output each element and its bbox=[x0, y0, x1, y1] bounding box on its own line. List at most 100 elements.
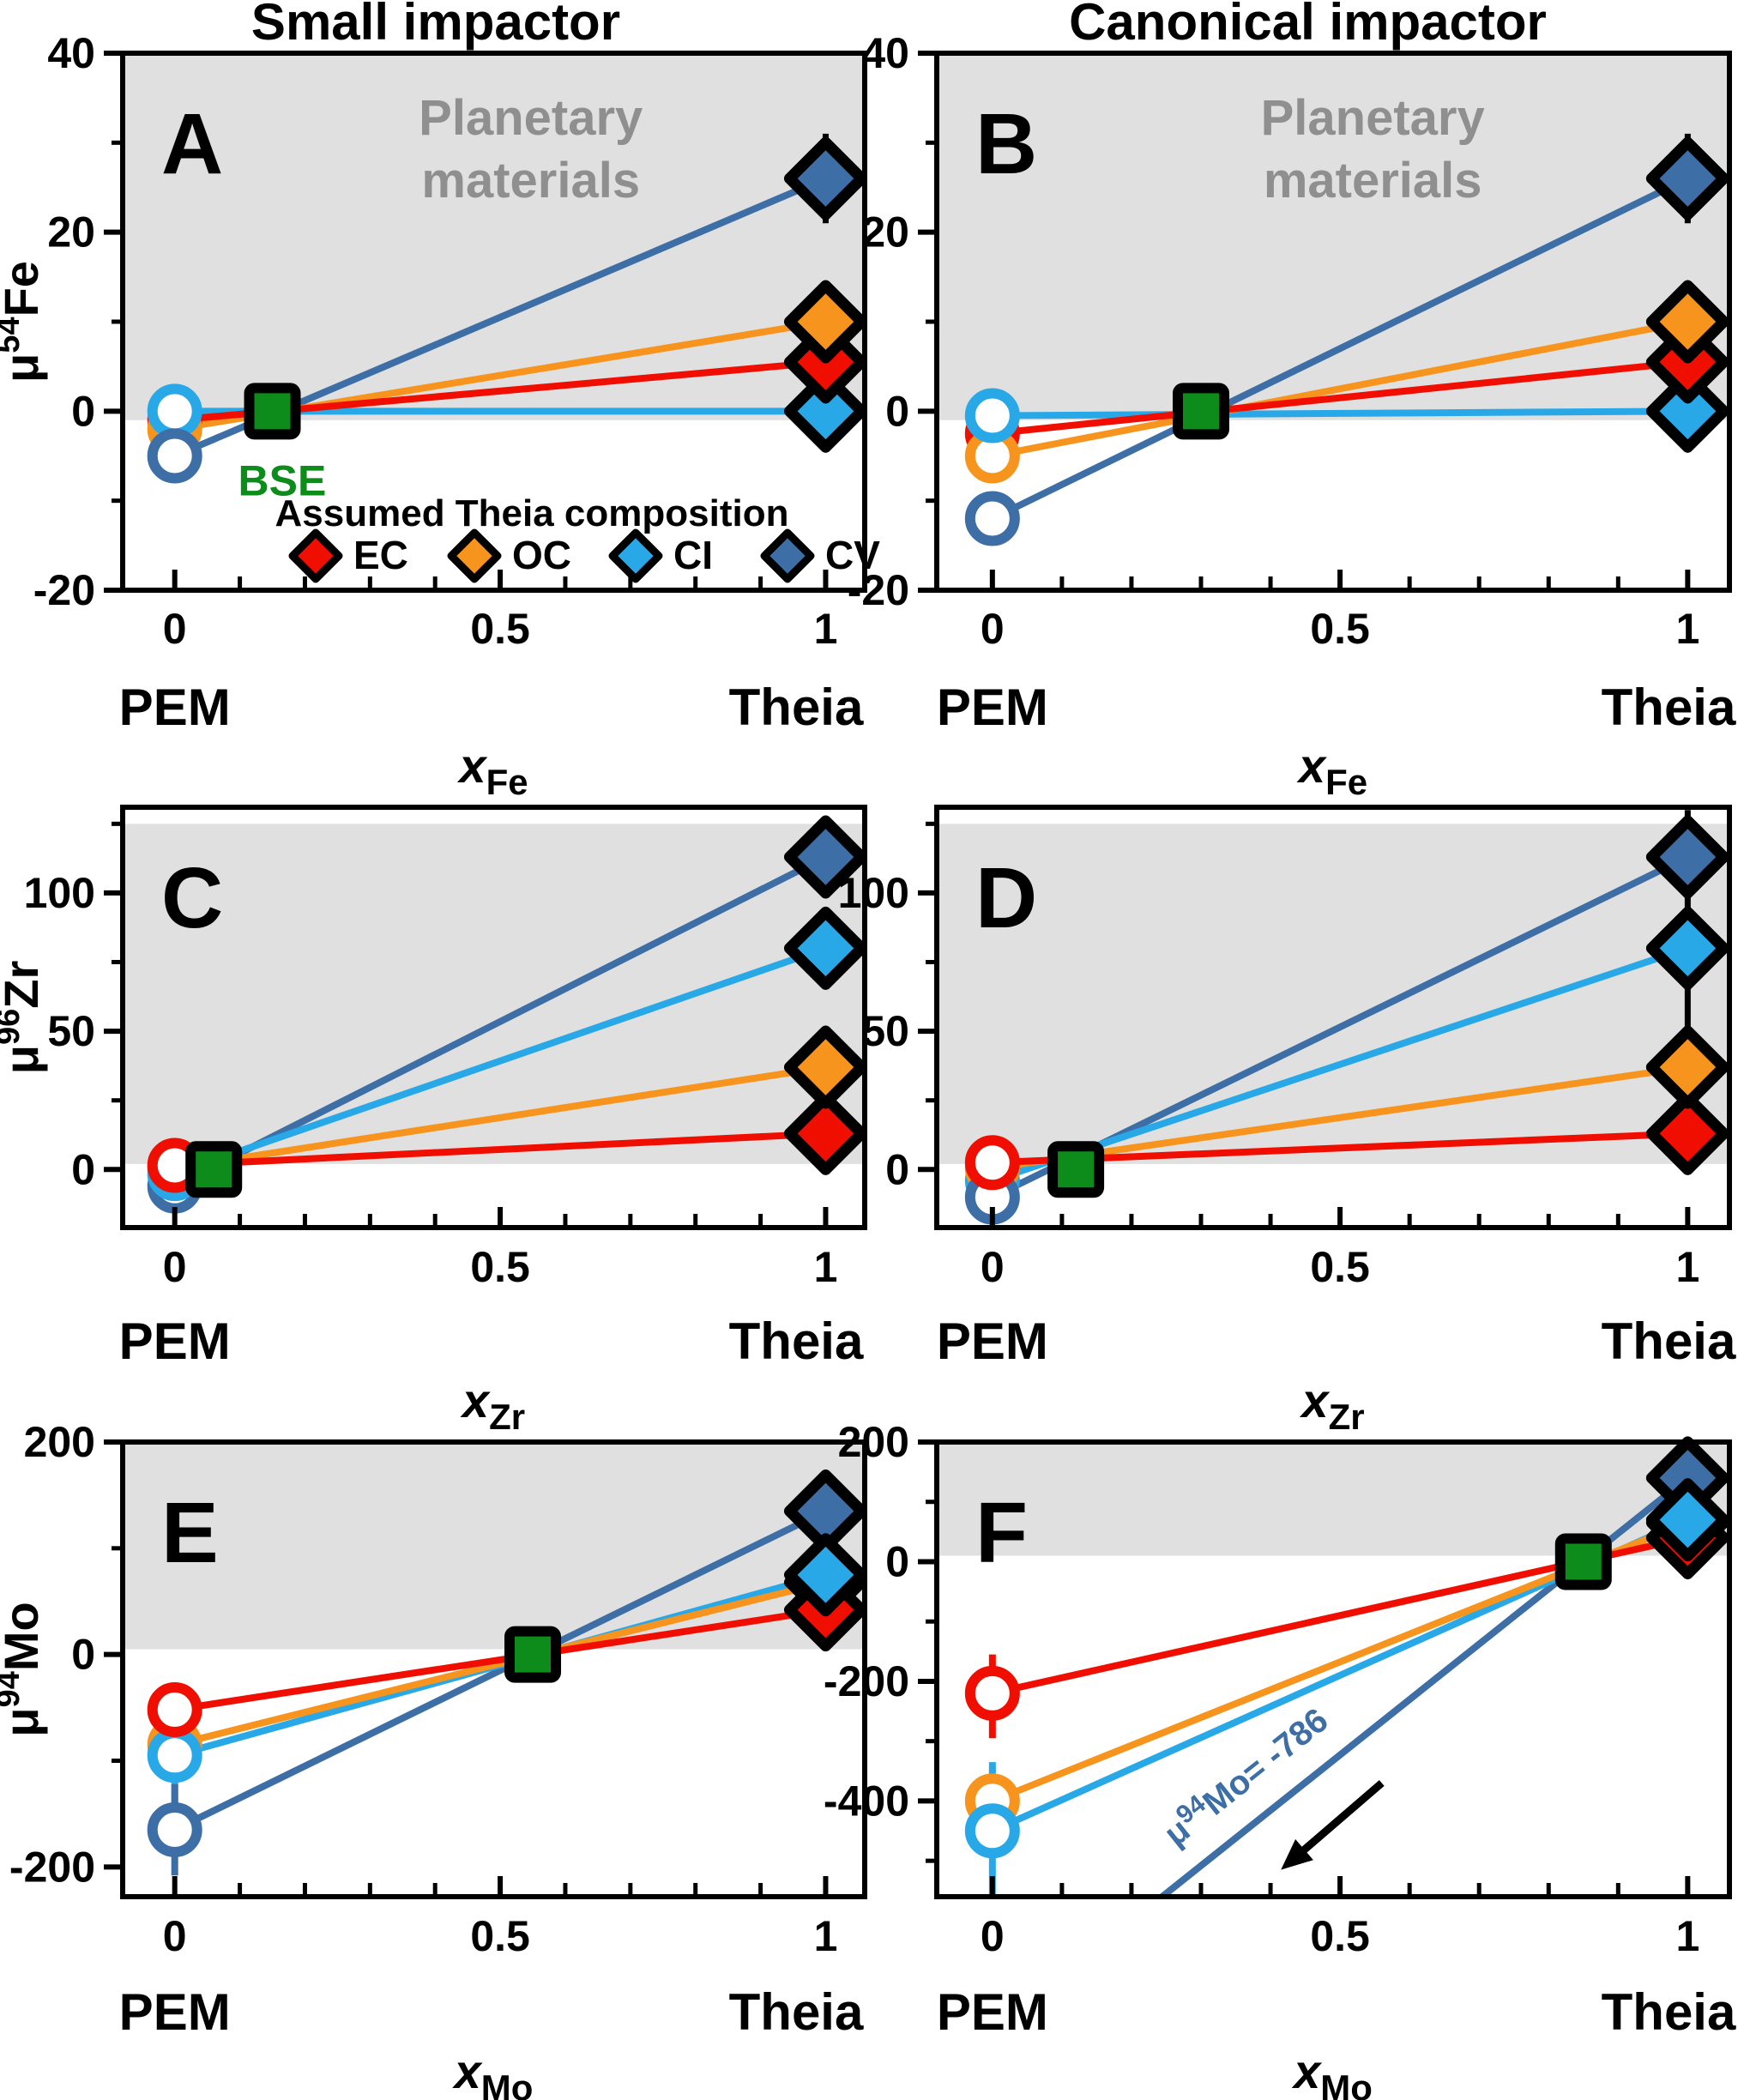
column-title-canonical-impactor: Canonical impactor bbox=[1069, 0, 1547, 51]
theia-label: Theia bbox=[729, 1983, 864, 2041]
bse-marker bbox=[1047, 1141, 1105, 1198]
plot-border bbox=[120, 51, 867, 593]
y-tick-label: 100 bbox=[24, 869, 95, 917]
y-axis-title: μ54Fe bbox=[0, 261, 48, 383]
theia-diamond-CV bbox=[783, 136, 867, 220]
x-tick-label: 0.5 bbox=[470, 1912, 530, 1960]
annotation-arrow-head bbox=[1281, 1839, 1313, 1870]
theia-label: Theia bbox=[1602, 679, 1736, 736]
bse-marker bbox=[244, 383, 301, 440]
panel-D-chart: 100 50 0 0 0.5 1 PEM Theia xZr D bbox=[838, 805, 1736, 1437]
panel-letter-D: D bbox=[975, 850, 1037, 946]
legend-label-EC: EC bbox=[353, 533, 408, 577]
y-tick-label: 200 bbox=[24, 1418, 95, 1466]
panel-letter-F: F bbox=[975, 1485, 1028, 1581]
x-tick-label: 0 bbox=[981, 1912, 1005, 1960]
x-axis-title: xMo bbox=[452, 2044, 534, 2100]
mixing-line-CI bbox=[991, 944, 1689, 1184]
pem-label: PEM bbox=[119, 1983, 231, 2041]
theia-diamond-OC bbox=[783, 280, 867, 364]
y-tick-label: 0 bbox=[885, 1537, 909, 1585]
plot-border bbox=[934, 51, 1732, 593]
pem-circle-EC bbox=[964, 1665, 1020, 1721]
x-axis-title: xMo bbox=[1291, 2044, 1373, 2100]
pem-label: PEM bbox=[119, 1312, 231, 1370]
theia-diamond-CI bbox=[1645, 1478, 1729, 1562]
mixing-line-CI bbox=[173, 944, 827, 1177]
y-tick-label: 40 bbox=[861, 29, 909, 77]
pem-label: PEM bbox=[937, 679, 1048, 736]
x-tick-label: 0.5 bbox=[470, 605, 530, 653]
y-tick-label: -20 bbox=[848, 566, 909, 614]
theia-diamond-OC bbox=[1645, 280, 1729, 364]
y-tick-label: 200 bbox=[838, 1418, 909, 1466]
planetary-materials-region bbox=[937, 824, 1729, 1164]
y-tick-label: -400 bbox=[824, 1777, 909, 1825]
mixing-line-OC bbox=[992, 318, 1689, 460]
x-tick-label: 0 bbox=[981, 605, 1005, 653]
theia-diamond-CI bbox=[783, 906, 867, 990]
mixing-line-CV bbox=[172, 854, 828, 1190]
pem-label: PEM bbox=[937, 1312, 1048, 1370]
y-tick-label: 100 bbox=[838, 869, 909, 917]
planetary-materials-region bbox=[937, 53, 1729, 420]
x-axis-title: xFe bbox=[1296, 739, 1367, 802]
theia-diamond-CI bbox=[783, 1533, 867, 1617]
mixing-line-EC bbox=[174, 1130, 826, 1169]
panel-A-chart: 40 20 0 -20 0 0.5 1 PEM Theia xFe μ54Fe A Planetary m… bbox=[0, 29, 880, 802]
planetary-materials-text: Planetary bbox=[419, 90, 643, 146]
x-tick-label: 0 bbox=[981, 1243, 1005, 1291]
x-tick-label: 0.5 bbox=[470, 1243, 530, 1291]
pem-circle-CI bbox=[147, 383, 202, 439]
legend-diamond-CV bbox=[760, 528, 815, 583]
legend-diamond-OC bbox=[447, 528, 502, 583]
panel-E-chart: 200 0 -200 0 0.5 1 PEM Theia xMo μ94Mo E bbox=[0, 1418, 867, 2100]
pem-circle-CV bbox=[964, 491, 1020, 546]
legend-label-CV: CV bbox=[825, 533, 880, 577]
theia-label: Theia bbox=[729, 679, 864, 736]
legend-label-OC: OC bbox=[512, 533, 571, 577]
panel-letter-A: A bbox=[161, 96, 223, 192]
x-axis-title: xZr bbox=[460, 1373, 525, 1437]
x-tick-label: 0.5 bbox=[1310, 1243, 1370, 1291]
x-tick-label: 0 bbox=[163, 1912, 187, 1960]
x-tick-label: 1 bbox=[814, 1243, 838, 1291]
pem-circle-CI bbox=[964, 388, 1020, 444]
pem-circle-EC bbox=[964, 1135, 1020, 1191]
planetary-materials-region bbox=[123, 53, 865, 420]
planetary-materials-text: Planetary bbox=[1261, 90, 1485, 146]
theia-diamond-CV bbox=[1645, 815, 1729, 899]
plot-border bbox=[934, 1439, 1732, 1899]
y-tick-label: 20 bbox=[47, 208, 95, 256]
theia-label: Theia bbox=[729, 1312, 864, 1370]
theia-diamond-CV bbox=[783, 815, 867, 899]
theia-diamond-OC bbox=[783, 1025, 867, 1109]
y-tick-label: 0 bbox=[885, 1145, 909, 1193]
legend-title: Assumed Theia composition bbox=[275, 492, 789, 534]
x-tick-label: 1 bbox=[814, 1912, 838, 1960]
y-tick-label: 50 bbox=[47, 1007, 95, 1055]
theia-diamond-CI bbox=[1645, 906, 1729, 990]
legend-label-CI: CI bbox=[673, 533, 713, 577]
plot-border bbox=[120, 805, 867, 1230]
x-axis-title: xFe bbox=[456, 739, 528, 802]
theia-label: Theia bbox=[1602, 1983, 1736, 2041]
x-tick-label: 0.5 bbox=[1310, 1912, 1370, 1960]
theia-diamond-CI bbox=[1645, 369, 1729, 453]
y-tick-label: 20 bbox=[861, 208, 909, 256]
x-tick-label: 0 bbox=[163, 1243, 187, 1291]
x-axis-title: xZr bbox=[1299, 1373, 1364, 1437]
x-tick-label: 1 bbox=[1675, 605, 1699, 653]
pem-circle-CV bbox=[147, 1801, 202, 1857]
planetary-materials-region bbox=[123, 824, 865, 1164]
y-tick-label: -200 bbox=[824, 1657, 909, 1705]
panel-letter-E: E bbox=[161, 1485, 219, 1581]
bse-marker bbox=[504, 1626, 562, 1683]
panel-letter-C: C bbox=[161, 850, 223, 946]
theia-label: Theia bbox=[1602, 1312, 1736, 1370]
theia-diamond-EC bbox=[783, 1091, 867, 1175]
x-tick-label: 0.5 bbox=[1310, 605, 1370, 653]
y-tick-label: 0 bbox=[885, 387, 909, 435]
